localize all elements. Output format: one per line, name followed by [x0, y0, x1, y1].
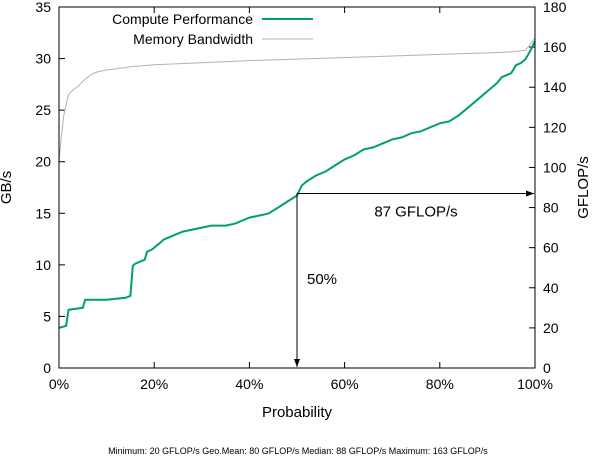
axis-ticks: 0 5 10 15 20 25 30 35 0 20 40 60 80 100 120 140 160 180 0%… [35, 0, 566, 392]
y2-axis-label: GFLOP/s [575, 156, 592, 219]
y-tick-label: 10 [35, 257, 51, 273]
y2-tick-label: 140 [543, 79, 567, 95]
y-tick-label: 5 [43, 308, 51, 324]
legend-label-compute: Compute Performance [112, 11, 253, 27]
legend: Compute Performance Memory Bandwidth [112, 11, 313, 47]
y2-tick-label: 120 [543, 119, 567, 135]
y-tick-label: 30 [35, 51, 51, 67]
summary-footer: Minimum: 20 GFLOP/s Geo.Mean: 80 GFLOP/s… [108, 446, 488, 456]
x-tick-label: 80% [426, 376, 454, 392]
annotation-median-gflops: 87 GFLOP/s [374, 204, 457, 221]
y2-tick-label: 0 [543, 360, 551, 376]
legend-label-memory: Memory Bandwidth [133, 31, 253, 47]
y2-tick-label: 180 [543, 0, 567, 15]
x-axis-label: Probability [262, 404, 333, 421]
y-tick-label: 35 [35, 0, 51, 15]
y2-tick-label: 160 [543, 39, 567, 55]
y-tick-label: 25 [35, 102, 51, 118]
y-tick-label: 20 [35, 154, 51, 170]
x-tick-label: 100% [517, 376, 553, 392]
y-tick-label: 15 [35, 205, 51, 221]
x-tick-label: 60% [331, 376, 359, 392]
y2-tick-label: 80 [543, 200, 559, 216]
x-tick-label: 20% [140, 376, 168, 392]
y2-tick-label: 20 [543, 320, 559, 336]
series-line-compute [58, 40, 536, 329]
series-layer [58, 37, 536, 329]
annotation-median-percent: 50% [307, 271, 337, 288]
x-tick-label: 40% [235, 376, 263, 392]
plot-frame [58, 6, 536, 369]
series-line-memory [58, 37, 536, 162]
arrowhead-down-icon [294, 359, 300, 367]
y2-tick-label: 40 [543, 280, 559, 296]
annotation-layer [294, 190, 534, 367]
y-axis-label: GB/s [0, 171, 15, 204]
y2-tick-label: 60 [543, 240, 559, 256]
x-tick-label: 0% [49, 376, 69, 392]
chart: 0 5 10 15 20 25 30 35 0 20 40 60 80 100 120 140 160 180 0%… [0, 0, 592, 421]
arrowhead-right-icon [526, 190, 534, 197]
y-tick-label: 0 [43, 360, 51, 376]
y2-tick-label: 100 [543, 159, 567, 175]
